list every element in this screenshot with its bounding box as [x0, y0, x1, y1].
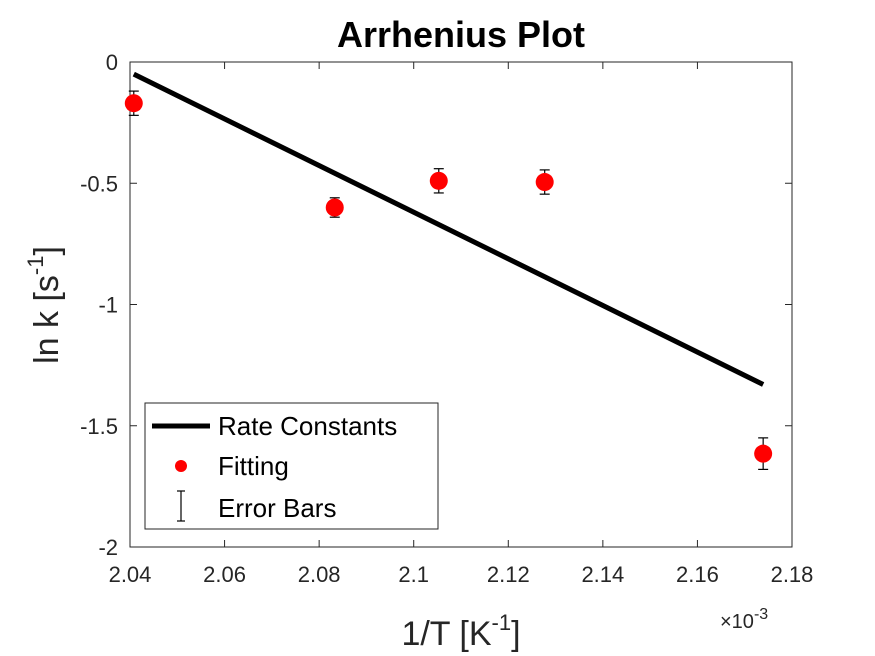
x-tick-label: 2.16 — [676, 562, 719, 587]
legend-label-rate-constants: Rate Constants — [218, 411, 397, 441]
x-tick-label: 2.08 — [298, 562, 341, 587]
x-axis-label-end: ] — [511, 615, 520, 653]
y-tick-label: -1 — [98, 293, 118, 318]
x-tick-label: 2.12 — [487, 562, 530, 587]
rate-constants-line-path — [132, 71, 765, 387]
x-axis-label-sup: -1 — [492, 610, 512, 635]
legend-errorbar-swatch — [177, 490, 185, 522]
y-tick-label: -1.5 — [80, 414, 118, 439]
fitting-point — [429, 171, 448, 190]
y-axis-label-sup: -1 — [23, 256, 48, 276]
legend: Rate Constants Fitting Error Bars — [144, 402, 439, 530]
x-exponent-power: -3 — [754, 606, 768, 623]
x-tick-label: 2.04 — [109, 562, 152, 587]
x-axis-exponent: ×10-3 — [720, 606, 768, 633]
legend-dot-swatch — [175, 460, 187, 472]
fitting-point — [325, 198, 344, 217]
x-tick-label: 2.06 — [203, 562, 246, 587]
y-tick-label: -0.5 — [80, 171, 118, 196]
fitting-point — [535, 173, 554, 192]
fitting-point — [124, 94, 143, 113]
fitting-points — [124, 94, 773, 463]
y-axis-label-base: ln k [s — [28, 275, 66, 364]
x-axis-label: 1/T [K-1] — [401, 610, 520, 653]
y-axis-ticks: 0 -0.5 -1 -1.5 -2 — [80, 50, 792, 560]
rate-constants-line — [132, 71, 765, 387]
y-axis-label-end: ] — [28, 246, 66, 255]
legend-label-error-bars: Error Bars — [218, 493, 336, 523]
y-tick-label: -2 — [98, 535, 118, 560]
x-exponent-prefix: ×10 — [720, 611, 754, 633]
x-tick-label: 2.18 — [771, 562, 814, 587]
y-axis-label: ln k [s-1] — [23, 246, 66, 364]
fitting-point — [754, 444, 773, 463]
chart-title: Arrhenius Plot — [337, 14, 585, 55]
x-tick-label: 2.1 — [398, 562, 429, 587]
legend-label-fitting: Fitting — [218, 451, 289, 481]
x-axis-label-base: 1/T [K — [401, 615, 491, 653]
x-tick-label: 2.14 — [581, 562, 624, 587]
x-axis-ticks: 2.04 2.06 2.08 2.1 2.12 2.14 2.16 2.18 — [109, 62, 814, 587]
y-tick-label: 0 — [106, 50, 118, 75]
